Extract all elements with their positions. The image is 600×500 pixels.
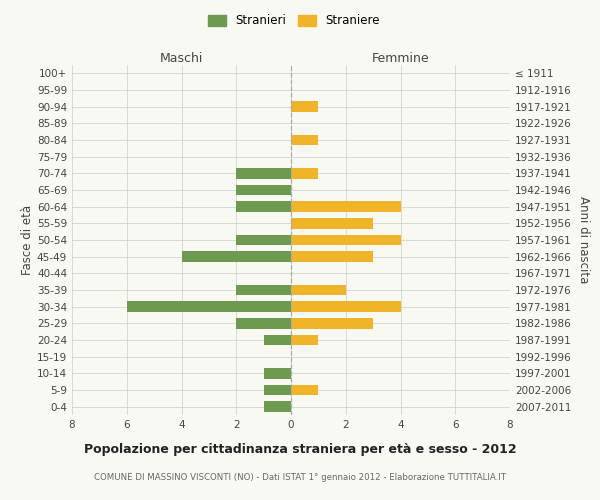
Bar [291,284,346,296]
Bar [291,218,373,228]
Bar [291,134,319,145]
Bar [291,101,319,112]
Bar [263,334,291,345]
Bar [236,201,291,212]
Bar [291,168,319,178]
Bar [291,251,373,262]
Text: Popolazione per cittadinanza straniera per età e sesso - 2012: Popolazione per cittadinanza straniera p… [83,442,517,456]
Bar [127,301,291,312]
Y-axis label: Anni di nascita: Anni di nascita [577,196,590,284]
Y-axis label: Fasce di età: Fasce di età [21,205,34,275]
Bar [263,368,291,379]
Bar [236,184,291,196]
Text: Maschi: Maschi [160,52,203,65]
Bar [291,384,319,396]
Bar [236,318,291,329]
Bar [236,234,291,246]
Bar [291,318,373,329]
Text: Femmine: Femmine [371,52,430,65]
Bar [182,251,291,262]
Bar [236,284,291,296]
Bar [263,401,291,412]
Bar [236,168,291,178]
Bar [291,234,401,246]
Bar [291,334,319,345]
Bar [263,384,291,396]
Bar [291,301,401,312]
Text: COMUNE DI MASSINO VISCONTI (NO) - Dati ISTAT 1° gennaio 2012 - Elaborazione TUTT: COMUNE DI MASSINO VISCONTI (NO) - Dati I… [94,472,506,482]
Legend: Stranieri, Straniere: Stranieri, Straniere [205,11,383,31]
Bar [291,201,401,212]
